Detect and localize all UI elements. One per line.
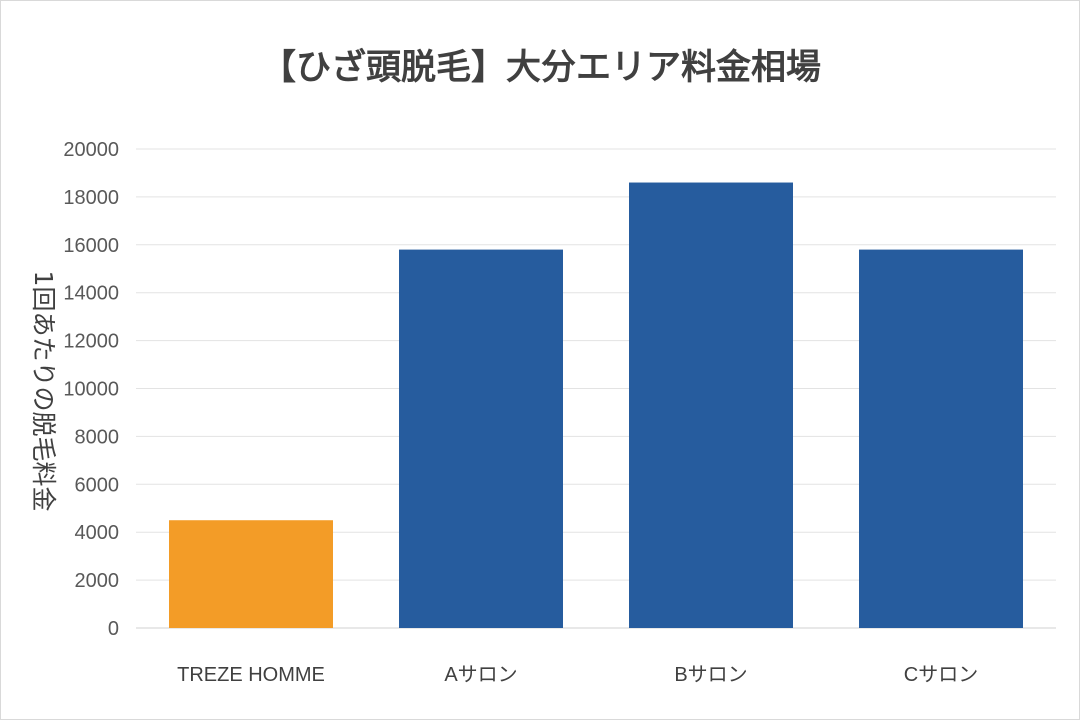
chart-title: 【ひざ頭脱毛】大分エリア料金相場 <box>260 48 821 88</box>
x-tick-label: Cサロン <box>904 664 978 686</box>
y-tick-label: 12000 <box>63 331 119 353</box>
y-tick-label: 2000 <box>75 570 120 592</box>
y-tick-label: 18000 <box>63 187 119 209</box>
y-tick-label: 6000 <box>75 474 120 496</box>
x-tick-label: TREZE HOMME <box>177 664 325 686</box>
bar <box>169 520 333 628</box>
x-tick-label: Bサロン <box>674 664 747 686</box>
bar <box>399 249 563 628</box>
bar <box>629 182 793 628</box>
y-tick-label: 10000 <box>63 379 119 401</box>
y-tick-label: 8000 <box>75 426 120 448</box>
y-tick-label: 4000 <box>75 522 120 544</box>
x-tick-label: Aサロン <box>444 664 517 686</box>
y-tick-label: 0 <box>108 618 119 640</box>
bar <box>859 249 1023 628</box>
y-tick-label: 16000 <box>63 235 119 257</box>
y-tick-label: 14000 <box>63 283 119 305</box>
y-tick-label: 20000 <box>63 139 119 161</box>
